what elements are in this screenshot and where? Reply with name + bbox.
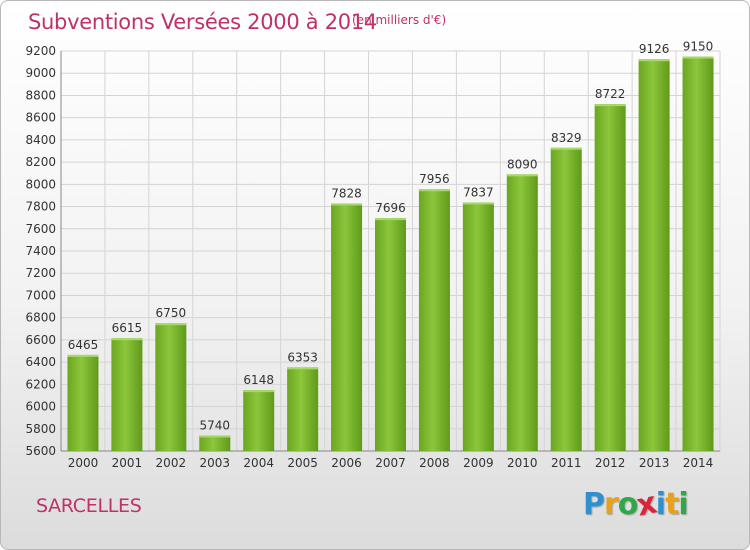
data-label: 6353	[287, 350, 318, 364]
bar-highlight	[111, 338, 143, 341]
logo-letter: r	[604, 487, 619, 522]
x-tick-label: 2012	[595, 456, 626, 470]
bar-highlight	[682, 56, 714, 59]
bar-2002	[155, 323, 187, 451]
data-label: 9150	[683, 40, 714, 54]
bar-2003	[199, 435, 231, 451]
logo-letter: t	[665, 487, 679, 522]
x-tick-label: 2010	[507, 456, 538, 470]
data-label: 6615	[112, 321, 143, 335]
x-tick-label: 2004	[243, 456, 274, 470]
data-label: 6750	[156, 306, 187, 320]
bar-2008	[418, 189, 450, 451]
data-label: 8329	[551, 131, 582, 145]
logo-letter: P	[583, 487, 605, 522]
y-tick-label: 6400	[25, 355, 56, 369]
x-tick-label: 2006	[331, 456, 362, 470]
y-tick-label: 5600	[25, 444, 56, 458]
bar-highlight	[506, 174, 538, 177]
bar-highlight	[594, 104, 626, 107]
y-tick-label: 8000	[25, 177, 56, 191]
y-tick-label: 8400	[25, 133, 56, 147]
bar-highlight	[287, 367, 319, 370]
commune-name: SARCELLES	[36, 495, 142, 517]
bar-highlight	[638, 59, 670, 62]
x-tick-label: 2005	[287, 456, 318, 470]
x-tick-label: 2013	[639, 456, 670, 470]
data-label: 6465	[68, 338, 99, 352]
bar-2000	[67, 354, 99, 451]
bar-highlight	[243, 390, 275, 393]
bar-2012	[594, 104, 626, 451]
bar-highlight	[331, 203, 363, 206]
x-tick-label: 2008	[419, 456, 450, 470]
data-label: 7956	[419, 172, 450, 186]
x-tick-label: 2002	[156, 456, 187, 470]
data-label: 8722	[595, 87, 626, 101]
bar-2001	[111, 338, 143, 451]
bar-2005	[287, 367, 319, 451]
y-tick-label: 7800	[25, 200, 56, 214]
data-label: 7696	[375, 201, 406, 215]
x-tick-label: 2009	[463, 456, 494, 470]
bar-highlight	[67, 354, 99, 357]
data-label: 7837	[463, 185, 494, 199]
y-tick-label: 7200	[25, 266, 56, 280]
axes: 5600 5800 6000 6200 6400 6600 6800 7000 7200 7400…	[25, 44, 720, 470]
logo-letter: o	[617, 487, 639, 522]
data-label: 5740	[199, 418, 230, 432]
logo-letter: i	[655, 487, 666, 522]
y-tick-label: 7000	[25, 288, 56, 302]
bar-2006	[331, 203, 363, 451]
x-tick-label: 2001	[112, 456, 143, 470]
y-tick-label: 6200	[25, 377, 56, 391]
data-label: 9126	[639, 42, 670, 56]
y-tick-label: 8600	[25, 111, 56, 125]
proxiti-logo[interactable]: Proxiti	[583, 485, 689, 523]
y-tick-label: 9200	[25, 44, 56, 58]
y-tick-label: 7400	[25, 244, 56, 258]
x-tick-label: 2011	[551, 456, 582, 470]
y-tick-label: 8800	[25, 88, 56, 102]
y-tick-label: 6000	[25, 400, 56, 414]
data-labels: 6465 6615 6750 5740 6148 6353 7828 7696 7956 7837…	[68, 40, 714, 433]
x-tick-label: 2007	[375, 456, 406, 470]
x-tick-label: 2014	[683, 456, 714, 470]
data-label: 8090	[507, 157, 538, 171]
bar-2007	[375, 218, 406, 451]
y-tick-label: 7600	[25, 222, 56, 236]
bar-2010	[506, 174, 538, 452]
bar-2014	[682, 56, 714, 452]
bar-2009	[462, 202, 494, 451]
bar-2004	[243, 390, 275, 451]
bar-highlight	[462, 202, 494, 205]
bars	[67, 56, 714, 452]
x-tick-label: 2000	[68, 456, 99, 470]
bar-2011	[550, 147, 582, 451]
bar-highlight	[550, 147, 582, 150]
bar-highlight	[375, 218, 406, 221]
x-tick-label: 2003	[199, 456, 230, 470]
data-label: 7828	[331, 186, 362, 200]
y-tick-label: 6800	[25, 311, 56, 325]
bar-highlight	[199, 435, 231, 438]
bar-2013	[638, 59, 670, 451]
chart-subtitle: (en milliers d'€)	[352, 13, 447, 27]
y-tick-label: 8200	[25, 155, 56, 169]
y-tick-label: 6600	[25, 333, 56, 347]
bar-highlight	[155, 323, 187, 326]
data-label: 6148	[243, 373, 274, 387]
y-tick-label: 9000	[25, 66, 56, 80]
chart-title: Subventions Versées 2000 à 2014	[28, 10, 377, 34]
bar-highlight	[418, 189, 450, 192]
logo-letter: i	[678, 487, 688, 522]
y-tick-label: 5800	[25, 422, 56, 436]
